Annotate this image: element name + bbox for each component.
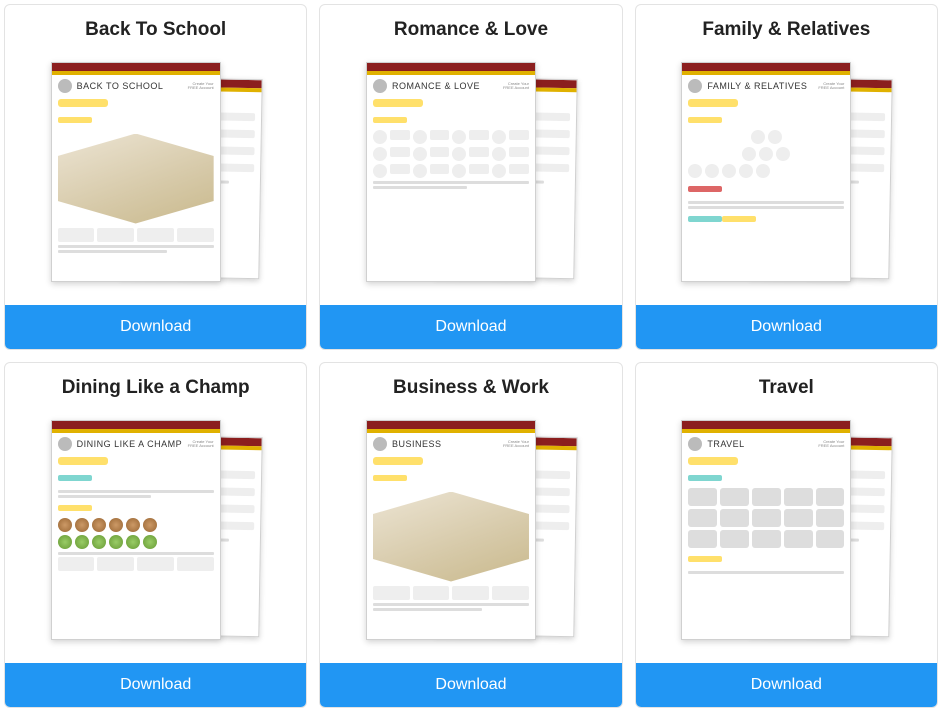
sheet-page-front: DINING LIKE A CHAMP Create YourFREE Acco… (51, 420, 221, 640)
card-title: Business & Work (320, 363, 621, 407)
card-thumbnail: FAMILY & RELATIVES Create YourFREE Accou… (636, 49, 937, 305)
card: Dining Like a Champ DINING LIKE A CHAMP … (4, 362, 307, 708)
download-button[interactable]: Download (5, 305, 306, 349)
download-button[interactable]: Download (320, 305, 621, 349)
card-grid: Back To School BACK TO SCHOOL Create You… (4, 4, 938, 708)
card-title: Romance & Love (320, 5, 621, 49)
card-thumbnail: ROMANCE & LOVE Create YourFREE Account (320, 49, 621, 305)
sheet-page-front: BUSINESS Create YourFREE Account (366, 420, 536, 640)
card: Travel TRAVEL Create YourFREE Account (635, 362, 938, 708)
download-button[interactable]: Download (5, 663, 306, 707)
card: Back To School BACK TO SCHOOL Create You… (4, 4, 307, 350)
card: Business & Work BUSINESS Create YourFREE… (319, 362, 622, 708)
card: Family & Relatives FAMILY & RELATIVES Cr… (635, 4, 938, 350)
download-button[interactable]: Download (636, 305, 937, 349)
card-title: Family & Relatives (636, 5, 937, 49)
card: Romance & Love ROMANCE & LOVE Create You… (319, 4, 622, 350)
card-title: Dining Like a Champ (5, 363, 306, 407)
card-thumbnail: DINING LIKE A CHAMP Create YourFREE Acco… (5, 407, 306, 663)
sheet-page-front: ROMANCE & LOVE Create YourFREE Account (366, 62, 536, 282)
card-title: Travel (636, 363, 937, 407)
sheet-page-front: TRAVEL Create YourFREE Account (681, 420, 851, 640)
sheet-page-front: BACK TO SCHOOL Create YourFREE Account (51, 62, 221, 282)
sheet-page-front: FAMILY & RELATIVES Create YourFREE Accou… (681, 62, 851, 282)
download-button[interactable]: Download (320, 663, 621, 707)
card-title: Back To School (5, 5, 306, 49)
download-button[interactable]: Download (636, 663, 937, 707)
card-thumbnail: BACK TO SCHOOL Create YourFREE Account (5, 49, 306, 305)
card-thumbnail: BUSINESS Create YourFREE Account (320, 407, 621, 663)
card-thumbnail: TRAVEL Create YourFREE Account (636, 407, 937, 663)
